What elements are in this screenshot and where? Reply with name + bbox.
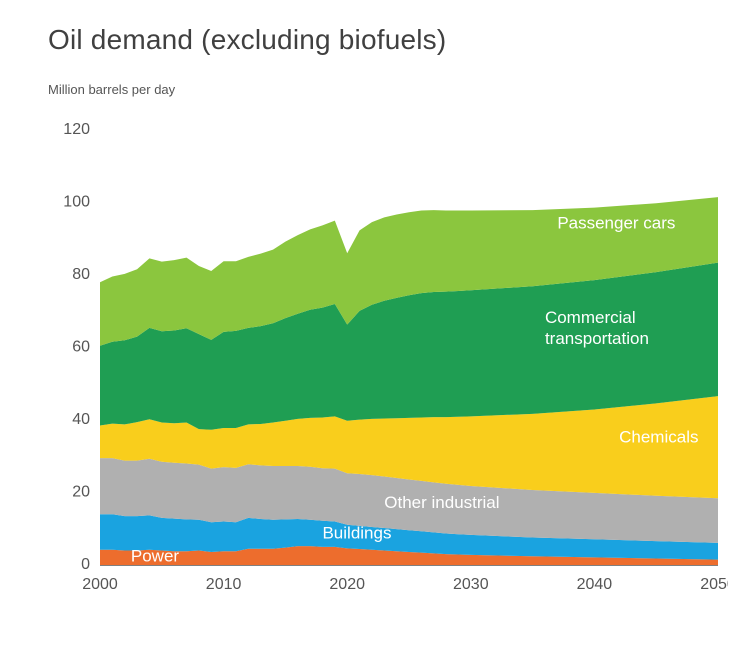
ytick-label: 0 xyxy=(81,556,90,573)
chart-title: Oil demand (excluding biofuels) xyxy=(48,24,446,56)
ytick-label: 20 xyxy=(72,484,90,501)
xtick-label: 2000 xyxy=(82,576,118,593)
series-label-buildings: Buildings xyxy=(322,524,391,543)
series-label-passenger-cars: Passenger cars xyxy=(557,214,675,233)
chart-area: 020406080100120200020102020203020402050P… xyxy=(48,120,728,620)
stacked-area-chart: 020406080100120200020102020203020402050P… xyxy=(48,120,728,620)
series-label-commercial-transportation: transportation xyxy=(545,329,649,348)
ytick-label: 100 xyxy=(63,194,90,211)
xtick-label: 2020 xyxy=(329,576,365,593)
ytick-label: 80 xyxy=(72,266,90,283)
ytick-label: 120 xyxy=(63,121,90,138)
xtick-label: 2010 xyxy=(206,576,242,593)
series-label-other-industrial: Other industrial xyxy=(384,493,499,512)
xtick-label: 2040 xyxy=(577,576,613,593)
ytick-label: 60 xyxy=(72,339,90,356)
series-label-power: Power xyxy=(131,547,180,566)
ytick-label: 40 xyxy=(72,411,90,428)
series-label-commercial-transportation: Commercial xyxy=(545,308,636,327)
chart-subtitle: Million barrels per day xyxy=(48,82,175,97)
xtick-label: 2030 xyxy=(453,576,489,593)
xtick-label: 2050 xyxy=(700,576,728,593)
series-label-chemicals: Chemicals xyxy=(619,428,698,447)
